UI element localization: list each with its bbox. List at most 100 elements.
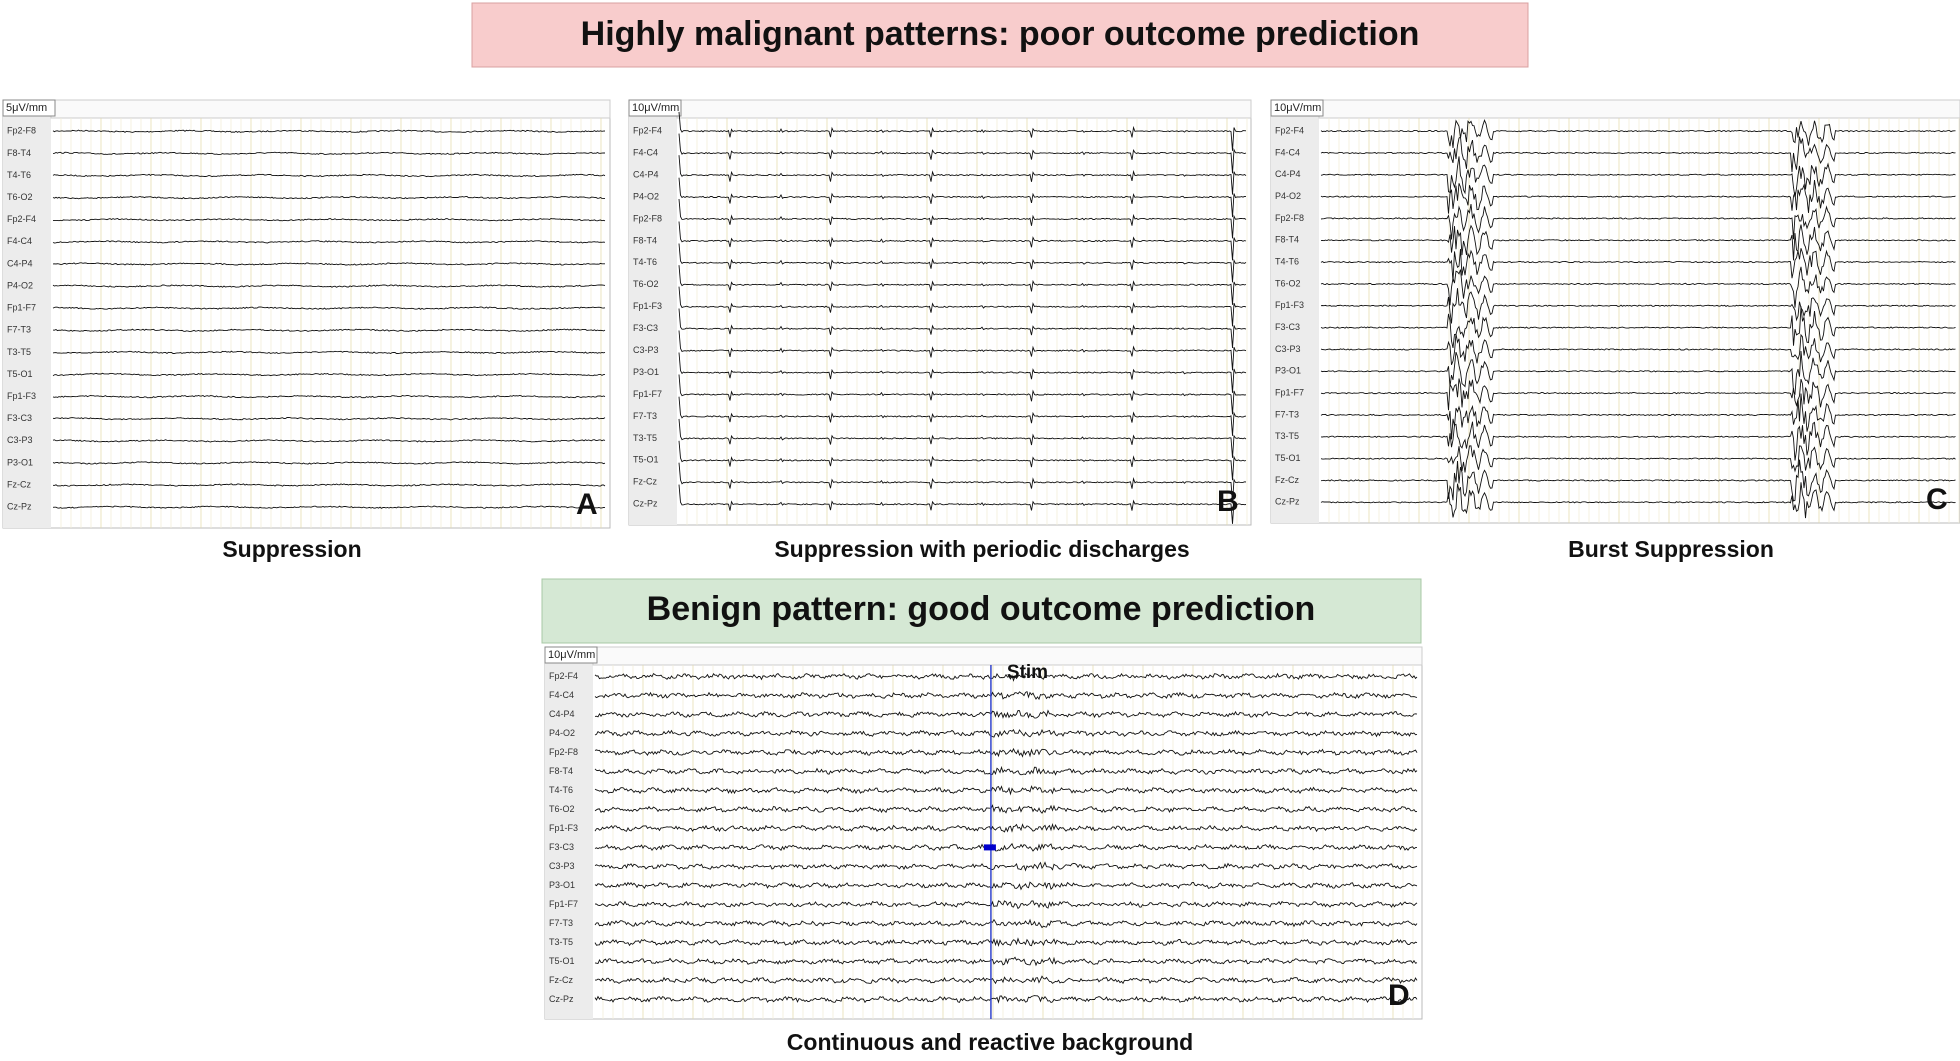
channel-label: C3-P3 — [1275, 344, 1301, 354]
eeg-trace — [678, 133, 1247, 174]
channel-label: Cz-Pz — [1275, 497, 1300, 507]
channel-label: F8-T4 — [549, 766, 573, 776]
channel-label: Fp1-F3 — [633, 301, 662, 311]
channel-label: C3-P3 — [549, 861, 575, 871]
channel-column — [545, 647, 593, 1019]
eeg-trace — [52, 173, 606, 178]
eeg-panel: 10μV/mm Fp2-F4 F4-C4 C4-P4 P4-O2 Fp2-F8 F8-T4 T… — [1270, 99, 1960, 524]
eeg-trace — [52, 461, 606, 465]
eeg-trace — [1320, 445, 1956, 473]
benign-banner — [541, 578, 1422, 644]
channel-label: F7-T3 — [633, 411, 657, 421]
channel-label: Fp2-F8 — [1275, 213, 1304, 223]
eeg-trace — [1320, 350, 1956, 396]
eeg-trace — [52, 195, 605, 200]
eeg-trace — [594, 842, 1417, 852]
eeg-panel: 5μV/mm Fp2-F8 F8-T4 T4-T6 T6-O2 Fp2-F4 F4-C4 C4… — [2, 99, 611, 529]
channel-label: Cz-Pz — [549, 994, 574, 1004]
eeg-trace — [678, 243, 1247, 283]
channel-label: Fp1-F3 — [1275, 300, 1304, 310]
channel-label: Fp2-F8 — [7, 126, 36, 136]
channel-label: Fp1-F7 — [1275, 387, 1304, 397]
channel-label: Fp2-F4 — [549, 671, 578, 681]
channel-label: F4-C4 — [549, 690, 574, 700]
eeg-trace — [1320, 288, 1956, 324]
eeg-trace — [678, 352, 1247, 393]
eeg-trace — [52, 284, 606, 288]
channel-label: T3-T5 — [633, 433, 657, 443]
channel-label: F7-T3 — [549, 918, 573, 928]
eeg-trace — [52, 483, 606, 487]
channel-label: Fp2-F8 — [633, 213, 662, 223]
channel-label: F4-C4 — [1275, 147, 1300, 157]
eeg-trace — [594, 690, 1418, 701]
eeg-panel: 10μV/mm Fp2-F4 F4-C4 C4-P4 P4-O2 Fp2-F8 F8-T4 T… — [544, 646, 1423, 1020]
channel-label: Fz-Cz — [633, 477, 657, 487]
eeg-trace — [1320, 306, 1956, 348]
eeg-trace — [1320, 179, 1956, 214]
eeg-trace — [52, 350, 606, 355]
channel-label: C4-P4 — [633, 169, 659, 179]
eeg-trace — [678, 286, 1247, 327]
time-strip — [676, 99, 1252, 119]
eeg-trace — [1320, 136, 1956, 173]
channel-label: F8-T4 — [633, 235, 657, 245]
channel-label: P3-O1 — [7, 457, 33, 467]
eeg-trace — [594, 672, 1418, 682]
channel-label: F4-C4 — [633, 147, 658, 157]
eeg-trace — [594, 956, 1418, 967]
channel-label: T6-O2 — [549, 804, 575, 814]
eeg-panel: 10μV/mm Fp2-F4 F4-C4 C4-P4 P4-O2 Fp2-F8 F8-T4 T… — [628, 99, 1252, 526]
eeg-trace — [1320, 248, 1956, 282]
channel-label: Fp1-F7 — [633, 389, 662, 399]
eeg-trace — [594, 900, 1418, 910]
scale-box — [1270, 99, 1324, 117]
channel-label: Fp1-F7 — [549, 899, 578, 909]
channel-label: Fz-Cz — [549, 975, 573, 985]
eeg-trace — [52, 505, 606, 509]
channel-column — [1271, 100, 1319, 523]
eeg-trace — [52, 394, 606, 399]
eeg-trace — [594, 747, 1418, 758]
eeg-trace — [1320, 204, 1956, 240]
time-strip — [1318, 99, 1960, 119]
channel-column — [3, 100, 51, 528]
panel-caption: Burst Suppression — [1568, 536, 1774, 562]
panel-letter: A — [576, 488, 598, 521]
channel-label: F8-T4 — [7, 148, 31, 158]
eeg-trace — [594, 765, 1418, 776]
eeg-trace — [678, 265, 1247, 305]
channel-label: Cz-Pz — [7, 502, 32, 512]
channel-label: T6-O2 — [1275, 278, 1301, 288]
eeg-trace — [678, 308, 1247, 349]
channel-label: F3-C3 — [7, 413, 32, 423]
eeg-trace — [52, 372, 606, 377]
channel-label: C4-P4 — [1275, 169, 1301, 179]
channel-column — [629, 100, 677, 525]
eeg-trace — [678, 330, 1247, 371]
channel-label: F3-C3 — [1275, 322, 1300, 332]
eeg-trace — [1320, 459, 1956, 502]
scale-box — [2, 99, 56, 117]
eeg-trace — [52, 240, 606, 244]
channel-label: T6-O2 — [7, 192, 33, 202]
eeg-trace — [1320, 378, 1956, 411]
panel-letter: B — [1217, 485, 1239, 518]
eeg-trace — [1320, 421, 1956, 461]
eeg-trace — [1320, 266, 1956, 308]
panel-caption: Suppression with periodic discharges — [774, 536, 1189, 562]
eeg-trace — [52, 217, 606, 222]
eeg-trace — [678, 221, 1247, 261]
channel-label: Fp1-F3 — [549, 823, 578, 833]
channel-label: Fp2-F4 — [633, 126, 662, 136]
panel-caption: Continuous and reactive background — [787, 1029, 1193, 1055]
channel-label: T4-T6 — [1275, 256, 1299, 266]
channel-label: C3-P3 — [633, 345, 659, 355]
stim-tick — [983, 844, 996, 851]
eeg-trace — [594, 995, 1418, 1004]
channel-label: T6-O2 — [633, 279, 659, 289]
eeg-trace — [52, 417, 606, 421]
eeg-trace — [594, 709, 1418, 719]
channel-label: C4-P4 — [7, 258, 33, 268]
channel-label: T3-T5 — [1275, 431, 1299, 441]
